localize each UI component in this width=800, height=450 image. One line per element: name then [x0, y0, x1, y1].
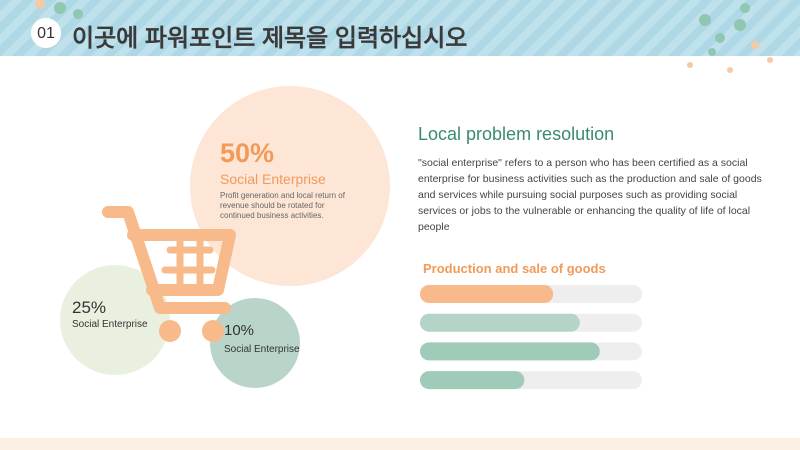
- circle-label: Social Enterprise: [224, 344, 300, 355]
- progress-bar: [420, 285, 554, 303]
- header-band: [0, 0, 800, 56]
- circle-small: [210, 298, 300, 388]
- slide-number: 01: [37, 25, 55, 42]
- percent: 10%: [224, 322, 255, 339]
- progress-title: Production and sale of goods: [423, 261, 606, 276]
- section-title: Local problem resolution: [418, 124, 615, 144]
- footer-band: [0, 438, 800, 450]
- circle-label: Social Enterprise: [72, 319, 148, 330]
- circle-label: Social Enterprise: [220, 171, 326, 187]
- circle-medium: [60, 265, 170, 375]
- progress-bar: [420, 342, 600, 361]
- progress-bar: [420, 371, 525, 390]
- circle-large: [190, 86, 390, 286]
- circle-description: Profit generation and local return of re…: [220, 191, 345, 220]
- percent: 25%: [72, 298, 107, 317]
- slide-title: 이곳에 파워포인트 제목을 입력하십시오: [72, 25, 468, 52]
- number-badge: [31, 18, 61, 48]
- progress-bar: [420, 313, 580, 332]
- cart-wheel: [202, 320, 224, 342]
- cart-icon: [102, 206, 236, 314]
- percent: 50%: [220, 138, 275, 168]
- cart-wheel: [159, 320, 181, 342]
- flower-decoration: [35, 0, 773, 73]
- section-body: "social enterprise" refers to a person w…: [418, 157, 762, 233]
